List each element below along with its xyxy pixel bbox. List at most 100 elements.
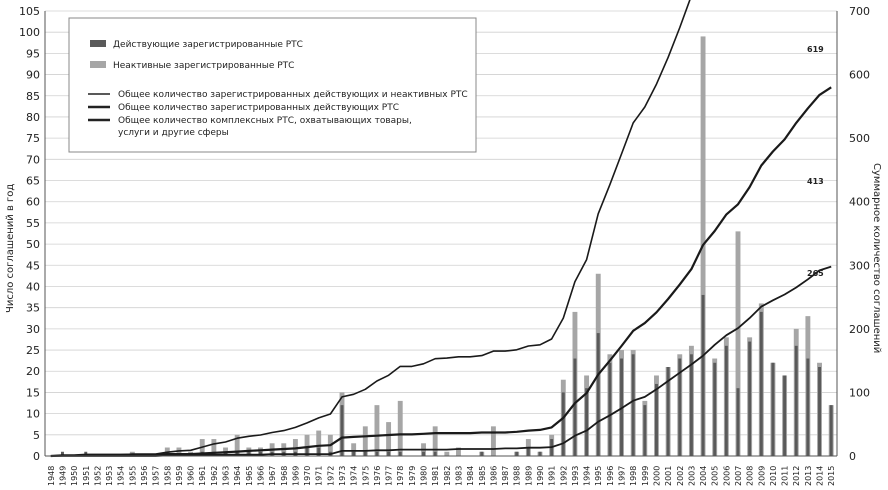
left-tick-label: 50	[26, 238, 40, 251]
right-tick-label: 700	[849, 5, 870, 18]
bar-active	[433, 451, 437, 456]
x-axis: 1948 1949 1950 1951 1952 1953 1954 1955 1956 1957…	[45, 455, 837, 486]
bar-inactive	[362, 426, 368, 456]
bar-active	[387, 451, 391, 456]
x-tick-label: 1954	[117, 466, 126, 486]
bar-active	[748, 341, 752, 456]
bar-active	[398, 451, 402, 456]
x-tick-label: 1980	[420, 466, 429, 486]
bar-active	[806, 358, 810, 456]
bar-active	[713, 362, 717, 456]
right-tick-label: 0	[849, 450, 856, 463]
x-tick-label: 1979	[408, 466, 417, 486]
bar-active	[608, 362, 612, 456]
x-tick-label: 2003	[687, 466, 696, 486]
bar-inactive	[234, 434, 240, 456]
x-tick-label: 1962	[210, 466, 219, 486]
left-tick-label: 30	[26, 323, 40, 336]
x-tick-label: 1982	[443, 466, 452, 486]
x-tick-label: 1953	[105, 466, 114, 486]
series-line-4	[50, 265, 832, 457]
left-tick-label: 20	[26, 365, 40, 378]
legend-swatch-inactive	[90, 61, 106, 68]
x-tick-label: 2000	[652, 466, 661, 486]
x-tick-label: 1958	[163, 466, 172, 486]
x-tick-label: 1971	[315, 466, 324, 486]
bar-active	[829, 405, 833, 456]
x-tick-label: 1969	[291, 466, 300, 486]
left-tick-label: 45	[26, 259, 40, 272]
x-tick-label: 1950	[70, 466, 79, 486]
legend-label-total: Общее количество зарегистрированных дейс…	[118, 90, 468, 100]
x-tick-label: 1959	[175, 466, 184, 486]
bar-active	[596, 333, 600, 456]
left-tick-label: 75	[26, 132, 40, 145]
x-tick-label: 2012	[792, 466, 801, 486]
x-tick-label: 1961	[198, 466, 207, 486]
x-tick-label: 1999	[641, 466, 650, 486]
x-tick-label: 2002	[676, 466, 685, 486]
y-axis-title-right: Суммарное количество соглашений	[871, 163, 882, 353]
left-tick-label: 105	[19, 5, 40, 18]
bar-active	[631, 354, 635, 456]
x-tick-label: 2015	[827, 466, 836, 486]
bar-active	[422, 451, 425, 456]
bar-inactive	[444, 451, 450, 456]
x-tick-label: 1972	[326, 466, 335, 486]
x-tick-label: 1960	[187, 466, 196, 486]
x-tick-label: 2011	[781, 466, 790, 486]
x-tick-label: 1991	[548, 466, 557, 486]
left-tick-label: 80	[26, 111, 40, 124]
left-tick-label: 10	[26, 408, 40, 421]
bar-active	[352, 451, 356, 456]
right-tick-label: 600	[849, 69, 870, 82]
x-tick-label: 1986	[489, 466, 498, 486]
x-tick-label: 2008	[746, 466, 755, 486]
bar-inactive	[432, 426, 438, 456]
left-tick-label: 15	[26, 386, 40, 399]
bar-active	[585, 388, 589, 456]
series-line-2	[50, 0, 691, 457]
x-tick-label: 1965	[245, 466, 254, 486]
bar-active	[561, 392, 565, 456]
x-tick-label: 2013	[804, 466, 813, 486]
x-tick-label: 2014	[816, 466, 825, 486]
x-tick-label: 1993	[571, 466, 580, 486]
lines	[50, 0, 832, 458]
bar-inactive	[386, 422, 392, 456]
legend-swatch-active	[90, 40, 106, 47]
left-tick-label: 70	[26, 153, 40, 166]
x-tick-label: 1983	[454, 466, 463, 486]
left-tick-label: 0	[33, 450, 40, 463]
bar-active	[305, 447, 309, 456]
x-tick-label: 1968	[280, 466, 289, 486]
right-tick-label: 200	[849, 323, 870, 336]
x-tick-label: 1997	[618, 466, 627, 486]
left-tick-label: 40	[26, 280, 40, 293]
legend-label-active: Действующие зарегистрированные РТС	[113, 40, 303, 50]
left-tick-label: 100	[19, 26, 40, 39]
x-tick-label: 1978	[396, 466, 405, 486]
bar-inactive	[351, 443, 357, 456]
left-tick-label: 90	[26, 69, 40, 82]
legend: Действующие зарегистрированные РТС Неакт…	[68, 17, 477, 153]
bar-active	[526, 447, 530, 456]
right-tick-label: 500	[849, 132, 870, 145]
bar-active	[480, 451, 484, 456]
x-tick-label: 1973	[338, 466, 347, 486]
bar-active	[515, 451, 519, 456]
x-tick-label: 1990	[536, 466, 545, 486]
x-tick-label: 1974	[350, 466, 359, 486]
left-tick-label: 35	[26, 302, 40, 315]
x-tick-label: 2006	[722, 466, 731, 486]
bar-active	[317, 447, 321, 456]
right-axis: 0 100 200 300 400 500 600 700	[836, 5, 870, 463]
bar-inactive	[316, 430, 322, 456]
legend-label-comprehensive-text-2: услуги и другие сферы	[118, 128, 229, 138]
right-tick-label: 400	[849, 196, 870, 209]
x-tick-label: 2007	[734, 466, 743, 486]
bar-active	[783, 375, 787, 456]
x-tick-label: 1964	[233, 466, 242, 486]
bar-active	[573, 358, 577, 456]
